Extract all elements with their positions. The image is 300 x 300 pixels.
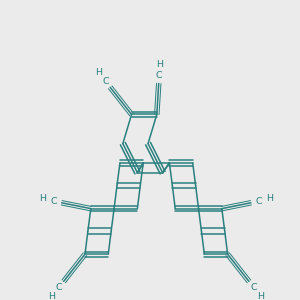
Text: H: H [156,60,164,69]
Text: C: C [56,283,62,292]
Text: H: H [266,194,273,203]
Text: H: H [257,292,265,300]
Text: C: C [255,197,262,206]
Text: C: C [51,197,57,206]
Text: H: H [39,194,46,203]
Text: H: H [95,68,102,76]
Text: H: H [48,292,55,300]
Text: C: C [250,283,257,292]
Text: C: C [156,71,163,80]
Text: C: C [102,77,109,86]
